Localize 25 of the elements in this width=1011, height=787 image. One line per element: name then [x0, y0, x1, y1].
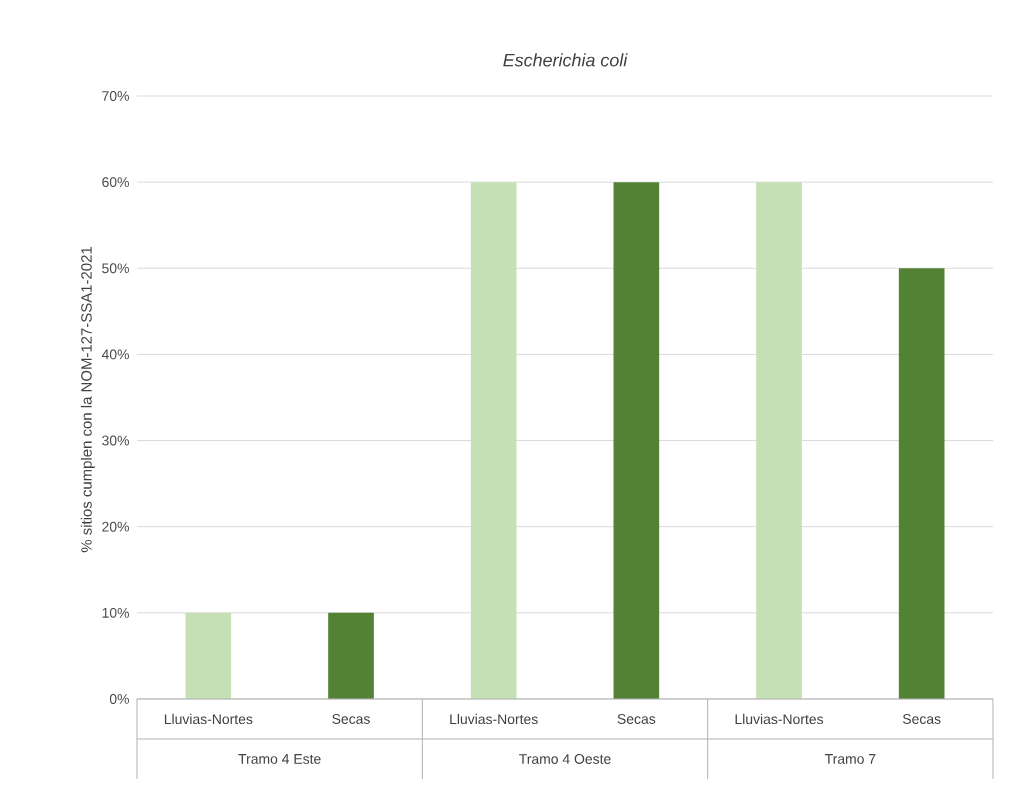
- y-tick-label: 20%: [102, 521, 129, 532]
- y-tick-label: 50%: [102, 263, 129, 274]
- bar: [898, 268, 945, 699]
- chart-title: Escherichia coli: [503, 53, 628, 67]
- bar: [756, 182, 802, 699]
- y-tick-label: 10%: [102, 607, 129, 618]
- x-tick-label: Tramo 4 Oeste: [519, 754, 611, 764]
- y-tick-label: 40%: [101, 349, 129, 360]
- text: Secas: [617, 714, 656, 724]
- y-tick-label: 70%: [102, 91, 129, 101]
- y-tick-label: 0%: [109, 694, 129, 704]
- text: Secas: [902, 714, 941, 724]
- bar: [328, 612, 374, 699]
- text: Lluvias-Nortes: [450, 713, 538, 725]
- y-tick-label: 30%: [102, 435, 129, 446]
- text: Lluvias-Nortes: [735, 713, 824, 725]
- y-tick-label: 60%: [102, 177, 129, 188]
- bar: [185, 612, 232, 699]
- series-label: Lluvias-Nortes: [164, 713, 253, 725]
- x-tick-label: Tramo 7: [824, 754, 876, 764]
- x-tick-label: Tramo 4 Este: [238, 754, 321, 764]
- y-axis-title: % sitios cumplen con la NOM-127-SSA1-2021: [80, 247, 95, 553]
- series-label: Secas: [332, 714, 370, 724]
- bar: [470, 182, 517, 699]
- bar: [613, 182, 660, 699]
